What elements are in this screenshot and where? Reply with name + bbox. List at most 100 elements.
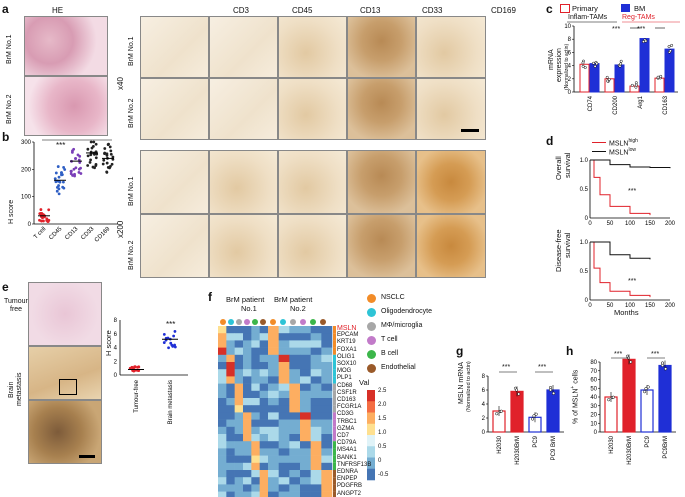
f-colorbar-segment bbox=[367, 401, 375, 413]
f-top-dot bbox=[228, 319, 234, 325]
f-heat-cell bbox=[310, 484, 322, 492]
d-dfs-ytick-label: 0.5 bbox=[580, 269, 589, 275]
e-point bbox=[173, 345, 177, 349]
ihc-cd169-x200-1 bbox=[416, 150, 486, 214]
b-point bbox=[86, 147, 90, 151]
f-row-group-bar bbox=[333, 347, 336, 355]
f-heat-cell bbox=[268, 462, 279, 471]
f-heat-cell bbox=[243, 340, 252, 348]
f-heat-cell bbox=[300, 412, 311, 420]
e-image-brain-metastasis bbox=[28, 346, 102, 400]
d-dfs-stars: *** bbox=[628, 278, 637, 285]
ihc-cd13-x40-2 bbox=[278, 78, 347, 140]
f-heat-cell bbox=[251, 376, 260, 384]
f-heat-cell bbox=[243, 419, 252, 428]
f-gene-label: MSLN bbox=[337, 325, 357, 332]
d-dfs-ytick-label: 1.0 bbox=[580, 240, 589, 246]
f-heat-cell bbox=[234, 354, 244, 363]
h-ytick-label: 30 bbox=[590, 404, 597, 410]
f-heat-cell bbox=[218, 362, 227, 370]
e-image-zoom bbox=[28, 400, 102, 464]
d-os-xtick-label: 200 bbox=[665, 221, 676, 227]
e-point bbox=[162, 332, 166, 336]
f-row-group-bar bbox=[333, 326, 336, 334]
f-heat-cell bbox=[243, 369, 252, 377]
b-point bbox=[89, 158, 92, 162]
g-ytick-label: 8 bbox=[482, 374, 486, 380]
d-dfs-curve bbox=[590, 241, 651, 298]
f-heat-cell bbox=[310, 362, 322, 370]
f-heat-cell bbox=[278, 362, 290, 370]
c-point bbox=[619, 59, 623, 63]
g-point bbox=[532, 414, 536, 418]
f-heat-cell bbox=[300, 448, 311, 456]
d-dfs-xtick-label: 50 bbox=[607, 303, 614, 309]
d-os-ytick-label: 0 bbox=[585, 216, 589, 222]
f-legend-dot bbox=[367, 364, 376, 373]
f-heat-cell bbox=[226, 455, 235, 464]
f-heat-cell bbox=[310, 340, 322, 348]
g-point bbox=[517, 392, 521, 396]
f-heat-cell bbox=[226, 347, 235, 356]
f-heat-cell bbox=[243, 484, 252, 492]
f-heat-cell bbox=[234, 390, 244, 399]
f-heat-cell bbox=[251, 412, 260, 420]
f-gene-label: CD163 bbox=[337, 397, 356, 403]
panel-label-d: d bbox=[546, 134, 554, 148]
f-row-group-bar bbox=[333, 462, 336, 470]
b-point bbox=[54, 180, 58, 184]
f-heat-cell bbox=[268, 412, 279, 420]
f-heat-cell bbox=[310, 470, 322, 478]
f-heat-cell bbox=[234, 441, 244, 449]
f-heat-cell bbox=[243, 398, 252, 406]
d-dfs-ytick-label: 0 bbox=[585, 298, 589, 304]
b-ytick-label: 300 bbox=[21, 140, 32, 146]
e-category-label: Tumour-free bbox=[134, 379, 140, 412]
b-point bbox=[74, 166, 78, 170]
f-colorbar-title: Val bbox=[359, 378, 370, 387]
f-heat-cell bbox=[289, 412, 301, 420]
f-heat-cell bbox=[251, 484, 260, 492]
f-heat-cell bbox=[310, 455, 322, 464]
f-patient1-1: BrM patient bbox=[226, 295, 265, 304]
f-row-group-bar bbox=[333, 398, 336, 406]
f-heat-cell bbox=[300, 462, 311, 471]
f-heat-cell bbox=[226, 448, 235, 456]
c-group-reg: Reg-TAMs bbox=[622, 14, 655, 21]
b-point bbox=[86, 154, 90, 158]
f-heat-cell bbox=[234, 340, 244, 348]
f-row-group-bar bbox=[333, 354, 336, 362]
f-heat-cell bbox=[310, 369, 322, 377]
h-point bbox=[607, 398, 611, 402]
f-heat-cell bbox=[310, 419, 322, 428]
f-heat-cell bbox=[321, 455, 333, 464]
panel-d-chart: 0 0.5 1.0 0 50 100 150 200 0 0.5 1.0 0 50 100 150 200 bbox=[580, 158, 676, 309]
f-gene-label: ENPEP bbox=[337, 476, 358, 483]
g-ytick-label: 2 bbox=[482, 416, 486, 422]
f-row-group-bar bbox=[333, 455, 336, 463]
g-ytick-label: 4 bbox=[482, 402, 486, 408]
e-image-tumour-free bbox=[28, 282, 102, 346]
f-gene-label: CD79A bbox=[337, 440, 357, 447]
f-heat-cell bbox=[310, 354, 322, 363]
f-heat-cell bbox=[218, 405, 227, 413]
f-heat-cell bbox=[289, 354, 301, 363]
f-colorbar-tick: 2.0 bbox=[378, 402, 387, 408]
f-heat-cell bbox=[218, 326, 227, 334]
f-patient1-2: No.1 bbox=[241, 304, 257, 313]
panel-label-e: e bbox=[2, 280, 9, 294]
c-ytick-label: 8 bbox=[568, 37, 572, 43]
e-point bbox=[170, 343, 174, 347]
f-heat-cell bbox=[251, 470, 260, 478]
f-heat-cell bbox=[259, 426, 269, 435]
f-heat-cell bbox=[289, 448, 301, 456]
c-point bbox=[581, 64, 585, 68]
f-heat-cell bbox=[243, 470, 252, 478]
e-point bbox=[162, 341, 166, 344]
f-heat-cell bbox=[310, 448, 322, 456]
f-row-group-bar bbox=[333, 383, 336, 391]
f-heat-cell bbox=[251, 354, 260, 363]
panel-label-f: f bbox=[208, 290, 212, 304]
